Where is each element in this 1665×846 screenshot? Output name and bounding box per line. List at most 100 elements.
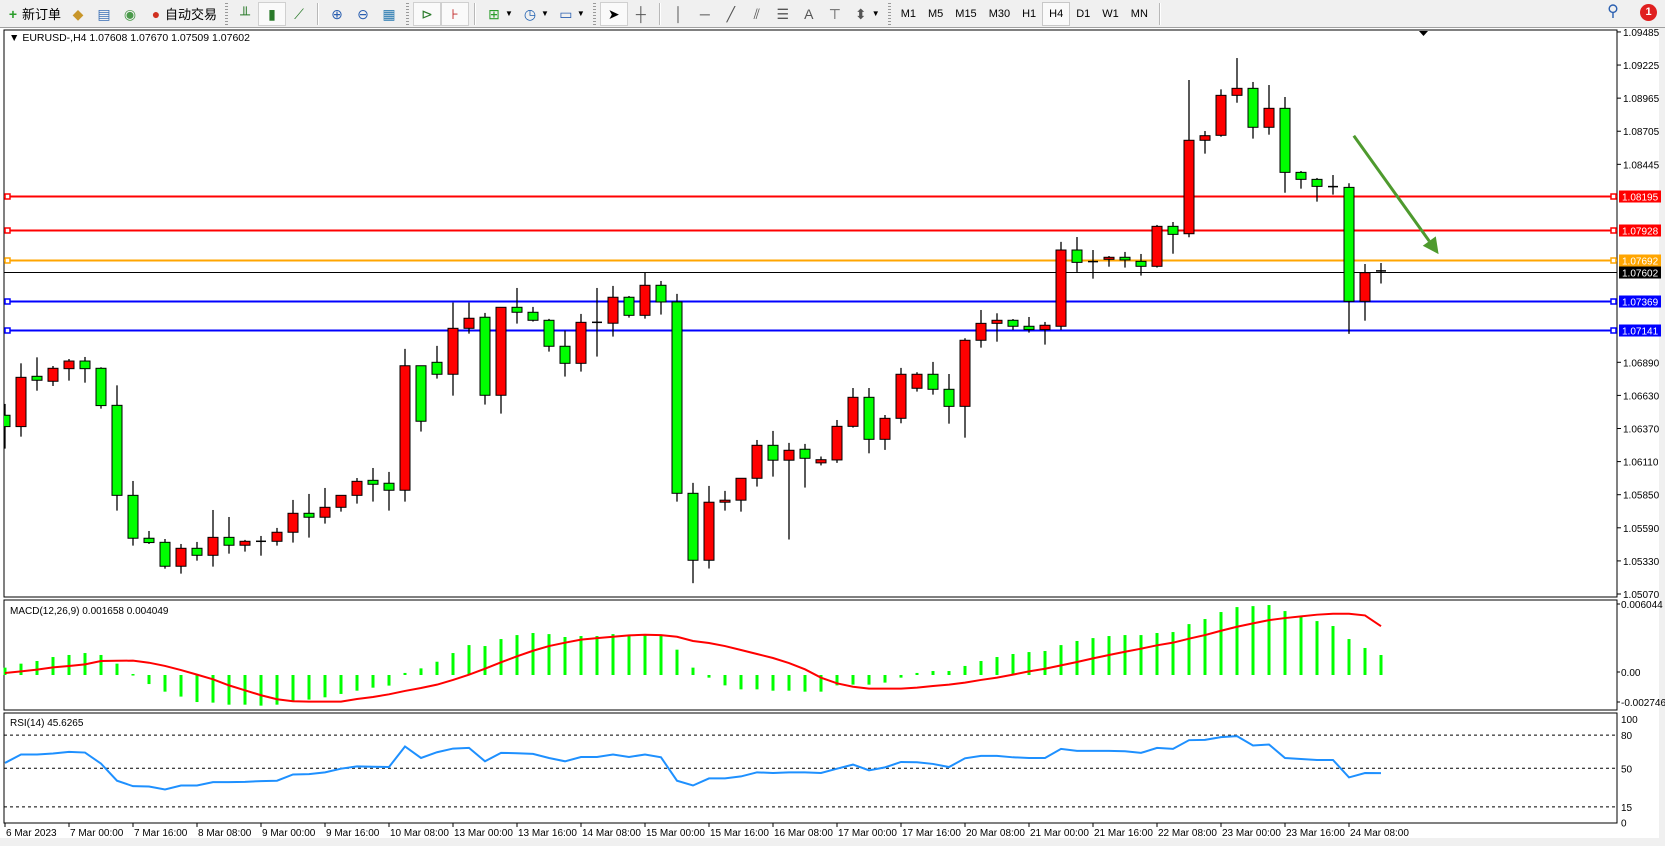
candle[interactable] — [735, 477, 747, 512]
candle[interactable] — [1359, 264, 1371, 321]
candle[interactable] — [671, 293, 683, 502]
candlestick-button[interactable]: ▮ — [258, 1, 287, 26]
timeframe-m1[interactable]: M1 — [900, 7, 916, 20]
candle[interactable] — [1039, 321, 1051, 345]
chart-shift-marker-icon[interactable] — [1419, 31, 1428, 36]
auto-trading-button[interactable]: ● 自动交易 — [143, 2, 221, 26]
candle[interactable] — [47, 365, 59, 386]
candle[interactable] — [575, 313, 587, 372]
horizontal-line-tool[interactable]: ─ — [692, 2, 718, 26]
toolbar-grip[interactable] — [887, 2, 891, 25]
new-order-button[interactable]: + 新订单 — [0, 2, 65, 26]
candle[interactable] — [655, 280, 667, 315]
candle[interactable] — [1311, 177, 1323, 202]
candle[interactable] — [592, 287, 602, 357]
candle[interactable] — [239, 539, 251, 552]
level-handle-right[interactable] — [1610, 193, 1617, 200]
data-window-button[interactable]: ▤ — [91, 2, 117, 26]
bar-chart-button[interactable]: ╨ — [232, 2, 258, 26]
candle[interactable] — [63, 358, 75, 381]
toolbar-grip[interactable] — [225, 2, 229, 25]
level-handle-right[interactable] — [1610, 298, 1617, 305]
candle[interactable] — [1279, 96, 1291, 193]
candle[interactable] — [1183, 80, 1195, 238]
candle[interactable] — [495, 306, 507, 414]
candle[interactable] — [1071, 237, 1083, 272]
candle[interactable] — [223, 516, 235, 554]
candle[interactable] — [719, 490, 731, 511]
candle[interactable] — [31, 357, 43, 391]
candle[interactable] — [319, 487, 331, 524]
tile-windows-button[interactable]: ▦ — [376, 2, 402, 26]
indicators-dropdown[interactable]: ⊞ ▼ — [481, 2, 517, 26]
candle[interactable] — [527, 306, 539, 322]
candle[interactable] — [751, 439, 763, 487]
equidistant-channel-tool[interactable]: ⫽ — [744, 2, 770, 26]
text-label-tool[interactable]: ⊤ — [822, 2, 848, 26]
candle[interactable] — [1119, 251, 1131, 268]
candle[interactable] — [1376, 263, 1386, 284]
trend-arrow[interactable] — [1352, 134, 1439, 255]
candle[interactable] — [415, 365, 427, 432]
candle[interactable] — [111, 385, 123, 511]
toolbar-grip[interactable] — [592, 2, 596, 25]
candle[interactable] — [1135, 253, 1147, 276]
level-handle-left[interactable] — [4, 327, 11, 334]
candle[interactable] — [639, 272, 651, 319]
timeframe-m30[interactable]: M30 — [988, 7, 1011, 20]
main-price-panel[interactable]: 1.09485 1.09225 1.08965 1.08705 1.08445 1.068… — [0, 28, 1661, 601]
navigator-button[interactable]: ◉ — [117, 2, 143, 26]
candle[interactable] — [159, 539, 171, 569]
candle[interactable] — [1215, 89, 1227, 137]
zoom-out-button[interactable]: ⊖ — [350, 2, 376, 26]
chart-header[interactable]: ▼ EURUSD-,H4 1.07608 1.07670 1.07509 1.0… — [9, 32, 250, 44]
candle[interactable] — [703, 485, 715, 569]
candle[interactable] — [1199, 130, 1211, 154]
candle[interactable] — [1263, 85, 1275, 135]
candle[interactable] — [207, 509, 219, 567]
timeframe-mn[interactable]: MN — [1130, 7, 1148, 20]
level-handle-left[interactable] — [4, 193, 11, 200]
candle[interactable] — [431, 345, 443, 379]
candle[interactable] — [623, 295, 635, 318]
candle[interactable] — [783, 442, 795, 540]
candle[interactable] — [511, 287, 523, 324]
candle[interactable] — [959, 338, 971, 438]
arrows-dropdown[interactable]: ⬍ ▼ — [848, 2, 884, 26]
timeframe-m15[interactable]: M15 — [955, 7, 977, 20]
candle[interactable] — [351, 478, 363, 504]
candle[interactable] — [1343, 183, 1355, 334]
candle[interactable] — [271, 527, 283, 546]
candle[interactable] — [287, 499, 299, 543]
candle[interactable] — [815, 456, 827, 466]
candle[interactable] — [1295, 170, 1307, 189]
candle[interactable] — [847, 388, 859, 428]
candle[interactable] — [559, 330, 571, 377]
candle[interactable] — [335, 494, 347, 512]
candle[interactable] — [543, 318, 555, 352]
level-handle-left[interactable] — [4, 227, 11, 234]
candle[interactable] — [447, 302, 459, 396]
timeframe-h4[interactable]: H4 — [1042, 1, 1071, 26]
candle[interactable] — [1055, 241, 1067, 330]
candle[interactable] — [15, 363, 27, 437]
candle[interactable] — [863, 388, 875, 454]
crosshair-tool[interactable]: ┼ — [628, 2, 654, 26]
candle[interactable] — [399, 348, 411, 502]
candle[interactable] — [1151, 224, 1163, 268]
templates-dropdown[interactable]: ▭ ▼ — [553, 2, 589, 26]
candle[interactable] — [79, 356, 91, 383]
candle[interactable] — [607, 285, 619, 337]
notification-badge[interactable]: 1 — [1640, 3, 1657, 21]
candle[interactable] — [895, 367, 907, 424]
symbol-dropdown-icon[interactable]: ▼ — [9, 32, 22, 44]
rsi-panel[interactable]: 100 80 50 15 0 — [3, 712, 1638, 830]
zoom-in-button[interactable]: ⊕ — [324, 2, 350, 26]
timeframe-w1[interactable]: W1 — [1102, 7, 1119, 20]
timeframe-m5[interactable]: M5 — [928, 7, 944, 20]
timeframe-h1[interactable]: H1 — [1022, 7, 1037, 20]
candle[interactable] — [943, 374, 955, 424]
line-chart-button[interactable]: ⟋ — [286, 2, 312, 26]
candle[interactable] — [1103, 255, 1115, 267]
